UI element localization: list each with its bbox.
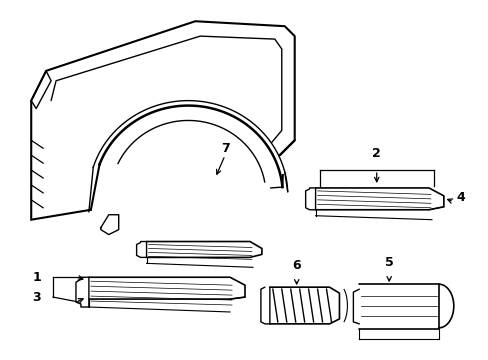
Text: 6: 6 [292, 259, 301, 272]
Text: 4: 4 [456, 192, 465, 204]
Text: 5: 5 [384, 256, 393, 269]
Text: 1: 1 [32, 271, 41, 284]
Text: 7: 7 [220, 142, 229, 155]
Text: 3: 3 [33, 291, 41, 303]
Text: 2: 2 [371, 147, 380, 160]
